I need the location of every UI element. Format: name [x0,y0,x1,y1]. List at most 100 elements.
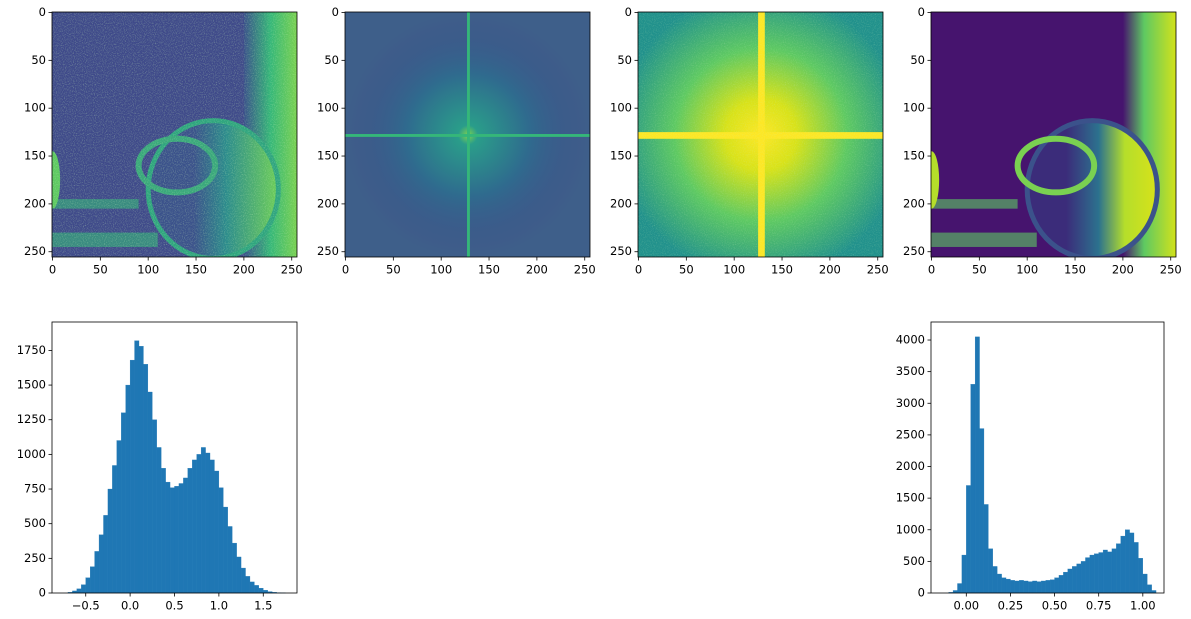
x-tick-label: 50 [972,263,987,277]
x-tick-label: 250 [281,263,303,277]
x-tick-label: 100 [723,263,745,277]
y-tick-label: 1750 [17,343,46,357]
y-tick-label: 250 [24,244,46,258]
axes: −0.5 0.0 0.5 1.0 1.5 0 250 500 750 1000 1250 1500 17… [17,321,298,613]
y-tick-label: 250 [903,244,925,258]
bar [218,487,224,594]
bar [1054,577,1060,594]
y-tick-label: 150 [610,149,632,163]
y-tick-label: 3000 [896,396,925,410]
x-tick-label: 200 [1112,263,1134,277]
bar [249,581,255,594]
x-tick-label: 50 [679,263,694,277]
image [52,12,297,257]
bar [1005,578,1011,594]
y-tick-label: 150 [317,149,339,163]
bar [129,359,135,594]
x-tick-label: 0 [342,263,349,277]
bar [961,554,967,594]
y-tick-label: 0 [39,586,46,600]
bar [134,340,140,594]
bar [161,468,166,594]
image-noise [638,12,883,257]
image-region [931,232,1037,247]
bar [121,412,126,594]
image-region [931,199,1018,209]
y-tick-label: 200 [317,196,339,210]
axes-frame [51,11,298,258]
x-tick-label: 150 [185,263,207,277]
bar [178,483,184,594]
bar [232,542,237,594]
bar [988,548,993,594]
bar [970,384,976,594]
bar [1098,552,1104,594]
bar [1072,566,1077,594]
image [345,12,590,257]
y-tick-label: 0 [39,5,46,19]
y-tick-label: 4000 [896,333,925,347]
y-tick-label: 50 [910,53,925,67]
y-tick-label: 150 [24,149,46,163]
bar [992,566,998,594]
bar [183,477,188,594]
bar [169,487,175,594]
x-tick-label: 0.5 [165,599,183,613]
bar [1125,529,1130,594]
x-tick-label: 150 [1064,263,1086,277]
bar [1133,542,1139,594]
axes-frame [344,11,591,258]
bar [1129,532,1135,594]
bar [1138,558,1143,594]
bar [245,576,251,594]
y-tick-label: 3500 [896,364,925,378]
y-tick-label: 0 [918,586,925,600]
y-tick-label: 500 [903,554,925,568]
bar [1041,580,1046,594]
x-tick-label: 150 [478,263,500,277]
y-tick-label: 1000 [17,447,46,461]
x-tick-label: 0.25 [998,599,1024,613]
bar [196,454,202,594]
axes-frame [930,11,1177,258]
x-tick-label: 0.50 [1042,599,1068,613]
image [931,12,1176,257]
bar [1049,579,1055,594]
x-tick-label: 50 [93,263,108,277]
bar [1032,580,1038,594]
bar [1014,580,1020,594]
bar [263,590,268,594]
bar [1147,584,1152,594]
bar [966,485,971,594]
x-tick-label: 0.75 [1086,599,1112,613]
y-tick-label: 1250 [17,412,46,426]
x-tick-label: 0 [928,263,935,277]
image-region [931,151,940,209]
x-tick-label: 1.00 [1130,599,1156,613]
bar [258,587,264,594]
bar [1063,571,1068,594]
bar [957,583,963,594]
bar [1010,580,1015,594]
bar [1045,580,1051,594]
x-tick-label: 0 [635,263,642,277]
x-tick-label: 250 [574,263,596,277]
bar [94,551,100,594]
x-tick-label: 150 [771,263,793,277]
bar [187,468,193,594]
y-tick-label: 0 [625,5,632,19]
y-tick-label: 250 [24,551,46,565]
bar [192,459,197,594]
y-tick-label: 100 [24,101,46,115]
bar [1076,563,1082,594]
x-tick-label: 1.0 [210,599,228,613]
image-region [1027,120,1158,257]
bar [200,447,206,594]
bar [1142,573,1148,594]
y-tick-label: 50 [617,53,632,67]
bar [1036,581,1042,594]
bar [138,346,144,594]
x-tick-label: 0 [49,263,56,277]
